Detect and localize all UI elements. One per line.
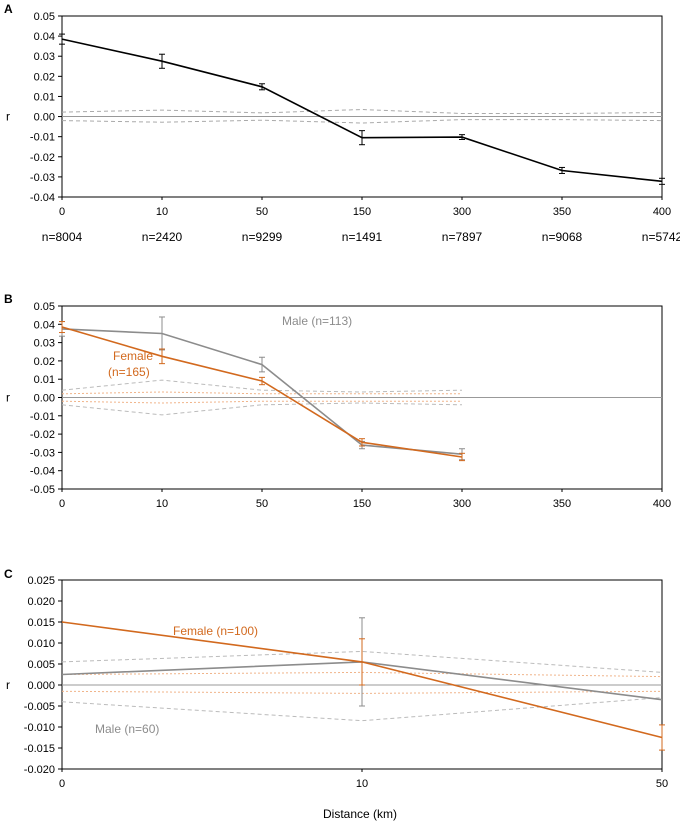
panel-b-ytick-label: 0.05 <box>34 301 55 313</box>
panel-a-series-lower-ci <box>61 119 663 124</box>
panel-c-ytick-label: -0.010 <box>24 722 55 734</box>
panel-a-ylabel: r <box>6 110 10 124</box>
panel-a-ytick-label: -0.02 <box>30 152 55 164</box>
panel-b-ytick-label: 0.04 <box>34 319 55 331</box>
panel-a-xtick-label: 150 <box>353 206 371 218</box>
panel-b-series-male-lower-ci <box>61 402 463 416</box>
panel-b-series-female-lower-ci <box>61 400 462 404</box>
panel-a-sample-size: n=2420 <box>142 230 183 244</box>
panel-a-ytick-label: -0.01 <box>30 132 55 144</box>
panel-a-sample-size: n=1491 <box>342 230 383 244</box>
female-label-b: Female <box>113 349 153 363</box>
panel-a-ytick-label: 0.03 <box>34 51 55 63</box>
panel-c-ytick-label: 0.000 <box>27 680 55 692</box>
panel-b-series-male-n-113 <box>61 328 463 455</box>
panel-c-xtick-label: 0 <box>59 778 65 790</box>
panel-c-ytick-label: 0.015 <box>27 617 55 629</box>
panel-c-ylabel: r <box>6 678 10 692</box>
panel-c-ytick-label: 0.010 <box>27 638 55 650</box>
panel-c-xtick-label: 10 <box>356 778 368 790</box>
panel-c-ytick-label: 0.020 <box>27 596 55 608</box>
panel-b-xtick-label: 0 <box>59 498 65 510</box>
panel-b-xtick-label: 150 <box>353 498 371 510</box>
panel-a: A 0.05 0.04 0.03 0.02 0.01 0.00 -0.01 -0.02 -0.0… <box>4 2 680 244</box>
panel-a-plot-frame <box>61 15 663 198</box>
panel-b-ytick-label: -0.05 <box>30 484 55 496</box>
panel-b-xtick-label: 300 <box>453 498 471 510</box>
panel-c-ytick-label: 0.025 <box>27 575 55 587</box>
panel-a-xtick-label: 400 <box>653 206 671 218</box>
panel-a-sample-size: n=9299 <box>242 230 283 244</box>
panel-c-series-male-lower-ci <box>61 697 663 722</box>
male-label-b: Male (n=113) <box>282 314 352 328</box>
panel-c-ytick-label: -0.005 <box>24 701 55 713</box>
panel-b-letter: B <box>4 292 13 306</box>
panel-a-ytick-label: -0.03 <box>30 172 55 184</box>
panel-a-ytick-label: 0.02 <box>34 71 55 83</box>
x-axis-title: Distance (km) <box>323 807 397 821</box>
panel-b-xtick-label: 350 <box>553 498 571 510</box>
panel-b-series-female-upper-ci <box>61 391 462 395</box>
panel-c-letter: C <box>4 567 13 581</box>
panel-b-ytick-label: -0.02 <box>30 429 55 441</box>
panel-a-xtick-label: 350 <box>553 206 571 218</box>
panel-b-xtick-label: 50 <box>256 498 268 510</box>
female-n-label-b: (n=165) <box>108 365 150 379</box>
female-label-c: Female (n=100) <box>173 624 258 638</box>
panel-b-xtick-label: 10 <box>156 498 168 510</box>
panel-a-sample-size: n=5742 <box>642 230 680 244</box>
panel-c-ytick-label: 0.005 <box>27 659 55 671</box>
panel-b-ytick-label: -0.04 <box>30 466 55 478</box>
panel-c-ytick-label: -0.020 <box>24 764 55 776</box>
panel-a-letter: A <box>4 2 13 16</box>
panel-a-ytick-label: -0.04 <box>30 192 55 204</box>
panel-a-xtick-label: 10 <box>156 206 168 218</box>
panel-b-ylabel: r <box>6 391 10 405</box>
panel-c-ytick-label: -0.015 <box>24 743 55 755</box>
panel-a-xtick-label: 300 <box>453 206 471 218</box>
panel-b-ytick-label: 0.03 <box>34 338 55 350</box>
panel-a-sample-size: n=7897 <box>442 230 483 244</box>
panel-a-xtick-label: 50 <box>256 206 268 218</box>
panel-a-ytick-label: 0.04 <box>34 31 55 43</box>
panel-c-series-male-upper-ci <box>61 650 663 673</box>
panel-a-series-upper-ci <box>61 108 663 114</box>
panel-a-sample-size: n=9068 <box>542 230 583 244</box>
panel-a-xtick-label: 0 <box>59 206 65 218</box>
panel-b-ytick-label: -0.01 <box>30 411 55 423</box>
panel-b-ytick-label: 0.02 <box>34 356 55 368</box>
panel-b-ytick-label: 0.00 <box>34 393 55 405</box>
panel-a-ytick-label: 0.00 <box>34 112 55 124</box>
panel-b-ytick-label: 0.01 <box>34 374 55 386</box>
panel-a-series-observed <box>61 38 663 183</box>
panel-b-ytick-label: -0.03 <box>30 447 55 459</box>
panel-b-series-female-n-165 <box>61 326 463 458</box>
panel-a-ytick-label: 0.01 <box>34 91 55 103</box>
panel-c: C 0.025 0.020 0.015 0.010 0.005 0.000 -0.005 -0… <box>4 567 668 790</box>
male-label-c: Male (n=60) <box>95 722 159 736</box>
panel-b: B 0.05 0.04 0.03 0.02 0.01 0.00 -0.01 -0.02 -0.0… <box>4 292 671 510</box>
panel-a-ytick-label: 0.05 <box>34 11 55 23</box>
panel-c-xtick-label: 50 <box>656 778 668 790</box>
panel-a-sample-size: n=8004 <box>42 230 83 244</box>
panel-b-xtick-label: 400 <box>653 498 671 510</box>
